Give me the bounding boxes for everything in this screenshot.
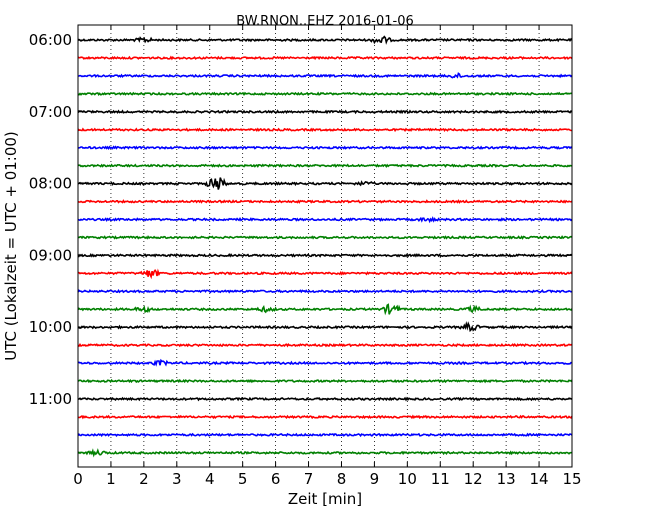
x-tick-label: 10	[398, 470, 417, 488]
seismic-traces	[77, 35, 573, 458]
x-tick-label: 8	[337, 470, 347, 488]
trace-17	[77, 342, 573, 348]
x-tick-label: 11	[431, 470, 450, 488]
y-tick-label: 09:00	[29, 246, 72, 264]
y-tick-label: 06:00	[29, 31, 72, 49]
trace-6	[77, 145, 573, 150]
y-axis-label: UTC (Lokalzeit = UTC + 01:00)	[2, 131, 20, 361]
y-tick-label: 11:00	[29, 390, 72, 408]
x-tick-label: 14	[530, 470, 549, 488]
trace-14	[77, 288, 573, 294]
x-axis-label: Zeit [min]	[288, 490, 362, 508]
trace-21	[78, 414, 573, 420]
trace-10	[77, 216, 573, 224]
trace-13	[77, 268, 573, 280]
y-tick-label: 07:00	[29, 103, 72, 121]
x-tick-label: 0	[73, 470, 83, 488]
trace-18	[77, 358, 573, 367]
trace-2	[78, 72, 573, 79]
trace-19	[77, 378, 573, 384]
trace-15	[77, 303, 573, 316]
trace-23	[77, 448, 573, 458]
trace-20	[77, 396, 573, 402]
trace-7	[77, 163, 573, 169]
plot-frame	[77, 24, 573, 468]
x-tick-label: 1	[106, 470, 116, 488]
x-tick-label: 13	[497, 470, 516, 488]
chart-title: BW.RNON..EHZ 2016-01-06	[236, 14, 414, 29]
trace-0	[77, 35, 573, 45]
trace-8	[77, 177, 573, 190]
trace-4	[77, 109, 573, 115]
x-axis-ticks: 0 1 2 3 4 5 6 7 8 9 10 11 12 13 14 15	[73, 25, 582, 488]
x-tick-label: 2	[139, 470, 149, 488]
trace-3	[77, 91, 573, 97]
trace-12	[77, 253, 573, 258]
trace-11	[77, 235, 573, 240]
x-tick-label: 12	[464, 470, 483, 488]
trace-9	[77, 199, 573, 204]
grid-lines	[110, 25, 540, 467]
y-tick-label: 08:00	[29, 175, 72, 193]
x-tick-label: 9	[370, 470, 380, 488]
trace-5	[77, 127, 572, 133]
x-tick-label: 7	[304, 470, 314, 488]
x-tick-label: 15	[562, 470, 581, 488]
x-tick-label: 4	[205, 470, 215, 488]
trace-16	[77, 320, 573, 333]
x-tick-label: 6	[271, 470, 281, 488]
x-tick-label: 5	[238, 470, 248, 488]
trace-1	[77, 55, 573, 61]
y-axis-ticks: 06:00 07:00 08:00 09:00 10:00 11:00	[29, 31, 572, 408]
y-tick-label: 10:00	[29, 318, 72, 336]
x-tick-label: 3	[172, 470, 182, 488]
trace-22	[77, 432, 573, 438]
